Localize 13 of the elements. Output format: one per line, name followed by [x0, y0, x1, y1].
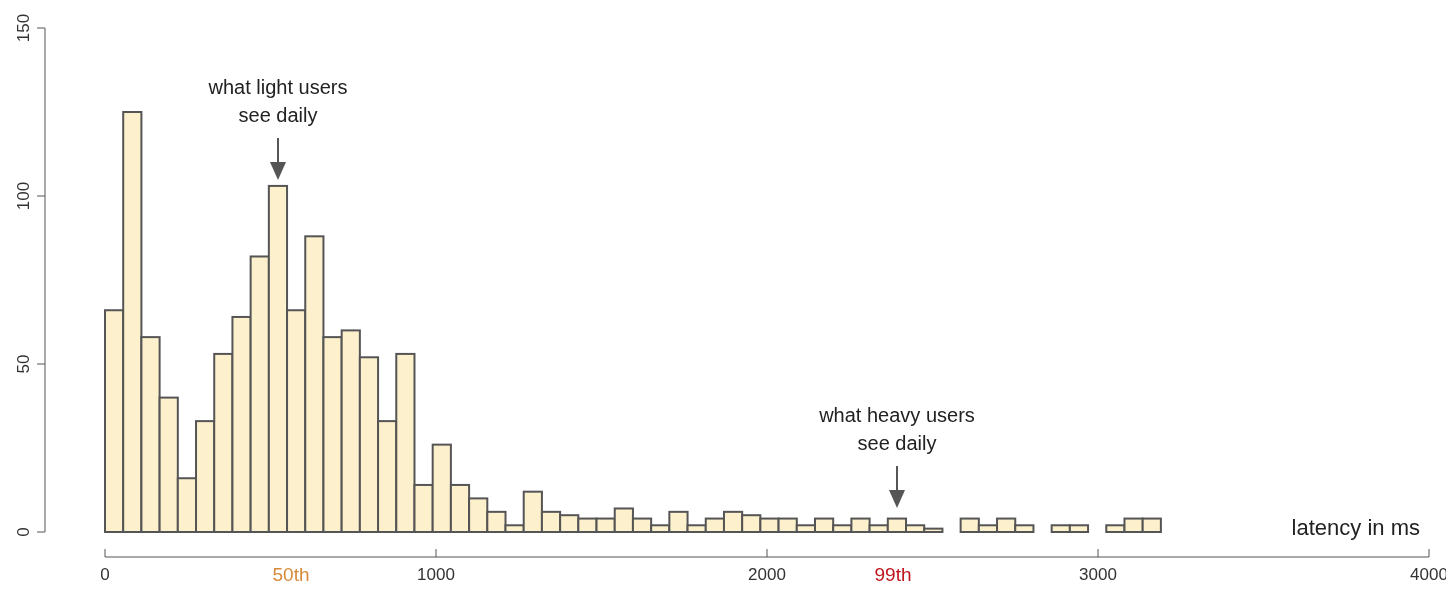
y-tick-label: 150	[14, 13, 33, 43]
y-tick-label: 100	[14, 181, 33, 211]
x-axis-title: latency in ms	[1291, 515, 1420, 540]
text: 50th	[272, 564, 310, 585]
y-tick-label: 50	[14, 354, 33, 374]
annotation: what heavy users see daily	[818, 404, 975, 454]
x-tick-label: 3000	[1079, 565, 1117, 584]
x-tick-label: 0	[100, 565, 110, 584]
y-tick-label: 0	[14, 527, 33, 537]
x-tick-label: 1000	[417, 565, 455, 584]
x-tick-label: 2000	[748, 565, 786, 584]
annotation: what light users see daily	[207, 76, 348, 126]
text: 99th	[874, 564, 912, 585]
